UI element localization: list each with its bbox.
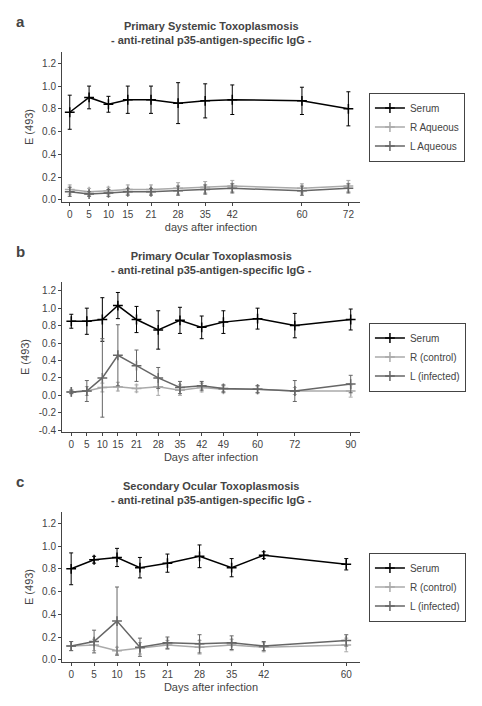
svg-text:0: 0 xyxy=(69,439,75,450)
svg-text:0: 0 xyxy=(67,209,73,220)
svg-text:0: 0 xyxy=(68,669,74,680)
svg-text:Serum: Serum xyxy=(410,103,439,114)
svg-text:E (493): E (493) xyxy=(23,569,35,605)
svg-text:10: 10 xyxy=(111,669,123,680)
svg-text:c: c xyxy=(16,473,24,490)
svg-text:R Aqueous: R Aqueous xyxy=(410,122,459,133)
svg-text:L Aqueous: L Aqueous xyxy=(410,141,457,152)
svg-text:21: 21 xyxy=(131,439,143,450)
svg-text:28: 28 xyxy=(153,439,165,450)
svg-text:0.2: 0.2 xyxy=(42,632,56,643)
svg-text:1.0: 1.0 xyxy=(42,81,56,92)
svg-text:0.6: 0.6 xyxy=(42,126,56,137)
svg-text:15: 15 xyxy=(112,439,124,450)
svg-text:0.0: 0.0 xyxy=(42,390,56,401)
svg-text:21: 21 xyxy=(162,669,174,680)
svg-text:R (control): R (control) xyxy=(410,582,457,593)
svg-text:5: 5 xyxy=(84,439,90,450)
svg-text:1.2: 1.2 xyxy=(42,518,56,529)
svg-text:1.2: 1.2 xyxy=(42,285,56,296)
svg-text:Primary Systemic Toxoplasmosis: Primary Systemic Toxoplasmosis- anti-ret… xyxy=(111,20,312,46)
svg-text:1.2: 1.2 xyxy=(42,58,56,69)
svg-text:90: 90 xyxy=(345,439,357,450)
svg-text:0.4: 0.4 xyxy=(42,149,56,160)
svg-text:10: 10 xyxy=(97,439,109,450)
svg-text:Secondary Ocular Toxoplasmosis: Secondary Ocular Toxoplasmosis- anti-ret… xyxy=(111,480,312,506)
svg-text:42: 42 xyxy=(196,439,208,450)
svg-text:0.2: 0.2 xyxy=(42,372,56,383)
svg-text:0.8: 0.8 xyxy=(42,320,56,331)
svg-text:-0.4: -0.4 xyxy=(39,425,57,436)
svg-text:0.0: 0.0 xyxy=(42,194,56,205)
svg-text:35: 35 xyxy=(200,209,212,220)
svg-text:1.0: 1.0 xyxy=(42,541,56,552)
svg-text:Days after infection: Days after infection xyxy=(164,451,258,463)
svg-text:Serum: Serum xyxy=(410,563,439,574)
svg-text:E (493): E (493) xyxy=(19,339,31,375)
svg-text:0.8: 0.8 xyxy=(42,563,56,574)
svg-text:days after infection: days after infection xyxy=(165,221,257,233)
svg-text:0.4: 0.4 xyxy=(42,355,56,366)
svg-text:28: 28 xyxy=(194,669,206,680)
svg-text:L (infected): L (infected) xyxy=(410,371,460,382)
svg-text:28: 28 xyxy=(173,209,185,220)
svg-text:35: 35 xyxy=(226,669,238,680)
svg-text:60: 60 xyxy=(341,669,353,680)
svg-text:60: 60 xyxy=(296,209,308,220)
svg-text:60: 60 xyxy=(252,439,264,450)
svg-text:72: 72 xyxy=(289,439,301,450)
svg-text:35: 35 xyxy=(174,439,186,450)
svg-text:0.2: 0.2 xyxy=(42,172,56,183)
svg-text:L (infected): L (infected) xyxy=(410,601,460,612)
svg-text:0.4: 0.4 xyxy=(42,609,56,620)
svg-text:R (control): R (control) xyxy=(410,352,457,363)
svg-text:Primary Ocular Toxoplasmosis-: Primary Ocular Toxoplasmosis- anti-retin… xyxy=(111,250,312,276)
svg-text:b: b xyxy=(16,243,25,260)
svg-text:Days after infection: Days after infection xyxy=(164,681,258,693)
svg-text:0.8: 0.8 xyxy=(42,103,56,114)
svg-text:5: 5 xyxy=(91,669,97,680)
svg-text:a: a xyxy=(16,13,25,30)
svg-text:0.0: 0.0 xyxy=(42,654,56,665)
svg-text:72: 72 xyxy=(343,209,355,220)
svg-text:21: 21 xyxy=(145,209,157,220)
svg-text:42: 42 xyxy=(227,209,239,220)
svg-text:10: 10 xyxy=(103,209,115,220)
svg-text:0.6: 0.6 xyxy=(42,586,56,597)
svg-text:42: 42 xyxy=(258,669,270,680)
svg-text:1.0: 1.0 xyxy=(42,303,56,314)
svg-text:0.6: 0.6 xyxy=(42,338,56,349)
svg-text:15: 15 xyxy=(134,669,146,680)
svg-text:49: 49 xyxy=(218,439,230,450)
svg-text:E (493): E (493) xyxy=(23,109,35,145)
svg-text:Serum: Serum xyxy=(410,333,439,344)
svg-text:5: 5 xyxy=(86,209,92,220)
svg-text:-0.2: -0.2 xyxy=(39,407,57,418)
svg-text:15: 15 xyxy=(122,209,134,220)
